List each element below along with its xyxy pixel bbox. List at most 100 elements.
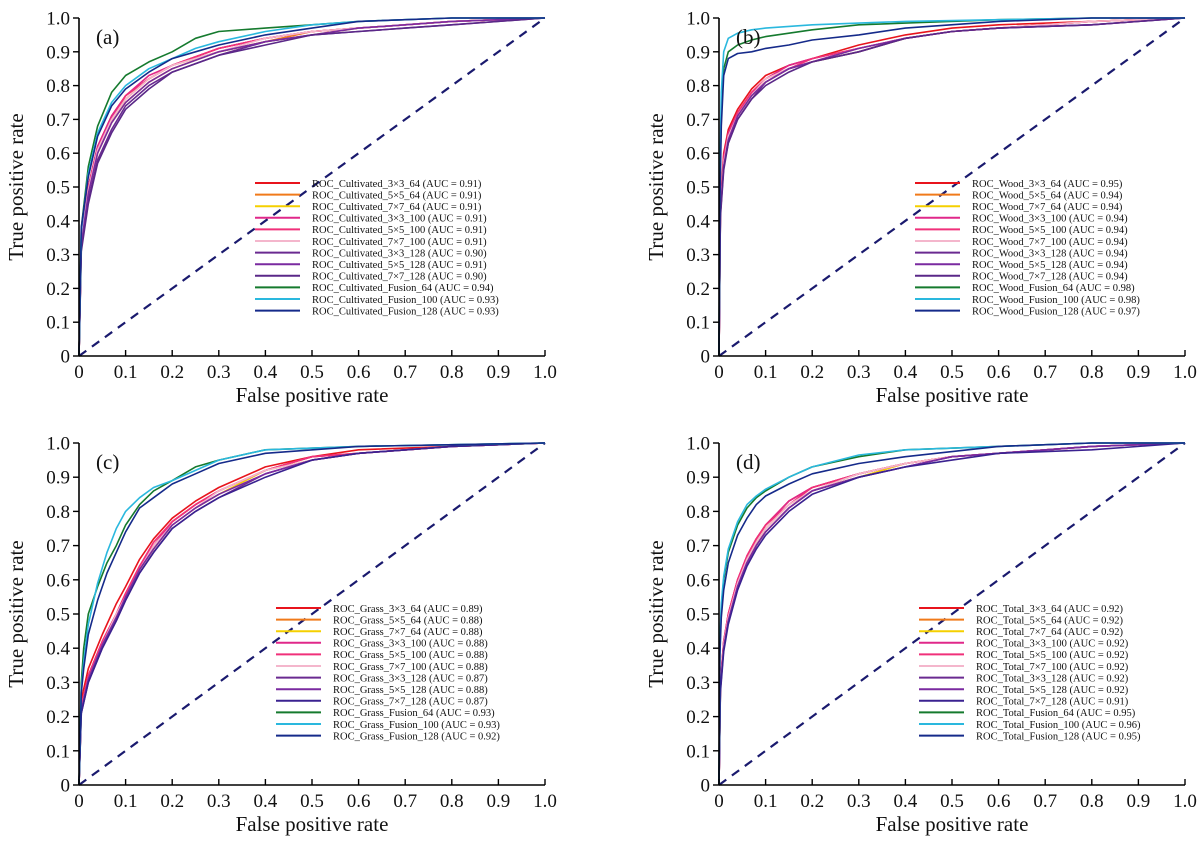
y-tick-label: 0 — [61, 347, 71, 368]
legend-entry: ROC_Cultivated_Fusion_100 (AUC = 0.93) — [312, 295, 499, 306]
legend-entry: ROC_Total_5×5_100 (AUC = 0.92) — [976, 650, 1129, 661]
legend-entry: ROC_Wood_Fusion_64 (AUC = 0.98) — [972, 283, 1135, 294]
x-tick-label: 0.8 — [440, 362, 464, 383]
y-tick-label: 0.2 — [46, 279, 70, 300]
y-tick-label: 0.6 — [686, 570, 710, 591]
legend-entry: ROC_Grass_5×5_128 (AUC = 0.88) — [333, 685, 488, 696]
roc-curve-9 — [78, 17, 546, 357]
x-tick-label: 0.2 — [160, 362, 184, 383]
legend: ROC_Total_3×3_64 (AUC = 0.92) ROC_Total_5… — [919, 604, 1141, 742]
x-tick-label: 0.7 — [1033, 362, 1057, 383]
roc-curve-8 — [78, 17, 546, 357]
legend-entry: ROC_Cultivated_7×7_100 (AUC = 0.91) — [312, 237, 487, 248]
legend-entry: ROC_Grass_7×7_100 (AUC = 0.88) — [333, 662, 488, 673]
legend-entry: ROC_Cultivated_Fusion_128 (AUC = 0.93) — [312, 306, 499, 317]
x-tick-label: 1.0 — [533, 791, 557, 812]
y-tick-label: 0 — [61, 776, 71, 797]
x-tick-label: 0.3 — [207, 791, 231, 812]
x-tick-label: 0.4 — [894, 362, 918, 383]
y-tick-label: 0.4 — [46, 211, 70, 232]
legend-entry: ROC_Wood_Fusion_128 (AUC = 0.97) — [972, 306, 1140, 317]
y-tick-label: 0.5 — [686, 178, 710, 199]
legend-entry: ROC_Wood_7×7_64 (AUC = 0.94) — [972, 202, 1123, 213]
y-tick-label: 0.6 — [686, 144, 710, 165]
x-tick-label: 0.1 — [754, 791, 778, 812]
legend-entry: ROC_Grass_Fusion_64 (AUC = 0.93) — [333, 708, 495, 719]
legend-entry: ROC_Total_3×3_100 (AUC = 0.92) — [976, 639, 1129, 650]
x-tick-label: 0.3 — [847, 791, 871, 812]
legend-entry: ROC_Total_3×3_64 (AUC = 0.92) — [976, 604, 1124, 615]
roc-curve-9 — [718, 442, 1186, 786]
legend-entry: ROC_Cultivated_3×3_100 (AUC = 0.91) — [312, 214, 487, 225]
x-tick-label: 0.5 — [940, 791, 964, 812]
panel-a: 0 0.1 0.2 0.3 0.4 0.5 0.6 0.7 0.8 0.9 1.0 0 0.1 0.2 0.… — [4, 9, 557, 408]
legend-entry: ROC_Total_Fusion_64 (AUC = 0.95) — [976, 708, 1136, 719]
legend-entry: ROC_Grass_7×7_64 (AUC = 0.88) — [333, 627, 483, 638]
x-tick-label: 0.1 — [754, 362, 778, 383]
roc-curve-5 — [78, 442, 546, 786]
y-tick-label: 0.7 — [686, 110, 710, 131]
panel-label: (d) — [736, 450, 761, 474]
legend-entry: ROC_Grass_7×7_128 (AUC = 0.87) — [333, 697, 488, 708]
y-tick-label: 0.8 — [46, 502, 70, 523]
y-tick-label: 0.6 — [46, 144, 70, 165]
y-axis-title: True positive rate — [644, 540, 668, 687]
panel-c: 0 0.1 0.2 0.3 0.4 0.5 0.6 0.7 0.8 0.9 1.0 0 0.1 0.2 0.… — [4, 434, 557, 837]
legend-entry: ROC_Wood_3×3_100 (AUC = 0.94) — [972, 214, 1128, 225]
x-tick-label: 0.9 — [1127, 791, 1151, 812]
roc-curve-9 — [78, 442, 546, 786]
x-tick-label: 0.1 — [114, 791, 138, 812]
chance-line — [78, 442, 546, 786]
roc-curve-12 — [718, 442, 1185, 786]
legend-entry: ROC_Total_3×3_128 (AUC = 0.92) — [976, 673, 1129, 684]
panel-label: (a) — [96, 25, 119, 49]
y-tick-label: 0.8 — [686, 502, 710, 523]
x-tick-label: 0.5 — [300, 791, 324, 812]
roc-curve-11 — [718, 17, 1185, 357]
y-tick-label: 0.3 — [686, 673, 710, 694]
roc-curve-11 — [78, 442, 546, 786]
y-tick-label: 0.2 — [686, 707, 710, 728]
x-tick-label: 0.3 — [847, 362, 871, 383]
x-tick-label: 0.4 — [894, 791, 918, 812]
y-tick-label: 0.6 — [46, 570, 70, 591]
legend: ROC_Grass_3×3_64 (AUC = 0.89) ROC_Grass_5… — [276, 604, 500, 742]
legend-entry: ROC_Grass_3×3_64 (AUC = 0.89) — [333, 604, 483, 615]
legend-entry: ROC_Cultivated_5×5_64 (AUC = 0.91) — [312, 190, 482, 201]
x-tick-label: 0.9 — [1127, 362, 1151, 383]
chance-line — [718, 442, 1186, 786]
legend-entry: ROC_Total_7×7_128 (AUC = 0.91) — [976, 697, 1129, 708]
x-tick-label: 0.6 — [347, 791, 371, 812]
y-tick-label: 0.1 — [686, 741, 710, 762]
y-tick-label: 1.0 — [686, 9, 710, 30]
legend-entry: ROC_Cultivated_Fusion_64 (AUC = 0.94) — [312, 283, 494, 294]
y-tick-label: 0.1 — [686, 313, 710, 334]
y-tick-label: 0.7 — [46, 110, 70, 131]
x-tick-label: 0 — [714, 362, 724, 383]
x-tick-label: 0.4 — [254, 362, 278, 383]
y-tick-label: 0 — [701, 347, 711, 368]
legend-entry: ROC_Cultivated_3×3_64 (AUC = 0.91) — [312, 179, 482, 190]
panel-label: (c) — [96, 450, 119, 474]
legend-entry: ROC_Grass_Fusion_128 (AUC = 0.92) — [333, 731, 500, 742]
y-tick-label: 1.0 — [46, 434, 70, 455]
y-tick-label: 0.8 — [686, 76, 710, 97]
roc-curve-11 — [718, 442, 1185, 786]
y-tick-label: 0.4 — [686, 639, 710, 660]
legend-entry: ROC_Grass_Fusion_100 (AUC = 0.93) — [333, 720, 500, 731]
x-tick-label: 0.8 — [1080, 362, 1104, 383]
x-tick-label: 1.0 — [1173, 791, 1197, 812]
y-tick-label: 0.5 — [686, 605, 710, 626]
y-tick-label: 0.8 — [46, 76, 70, 97]
x-tick-label: 0.7 — [393, 362, 417, 383]
y-tick-label: 0.4 — [686, 211, 710, 232]
legend-entry: ROC_Wood_5×5_64 (AUC = 0.94) — [972, 190, 1123, 201]
legend-entry: ROC_Grass_3×3_128 (AUC = 0.87) — [333, 673, 488, 684]
y-axis-title: True positive rate — [644, 113, 668, 260]
x-tick-label: 0.4 — [254, 791, 278, 812]
y-tick-label: 0.3 — [46, 245, 70, 266]
y-tick-label: 0.4 — [46, 639, 70, 660]
panel-b: 0 0.1 0.2 0.3 0.4 0.5 0.6 0.7 0.8 0.9 1.0 0 0.1 0.2 0.… — [644, 9, 1197, 408]
y-tick-label: 0 — [701, 776, 711, 797]
